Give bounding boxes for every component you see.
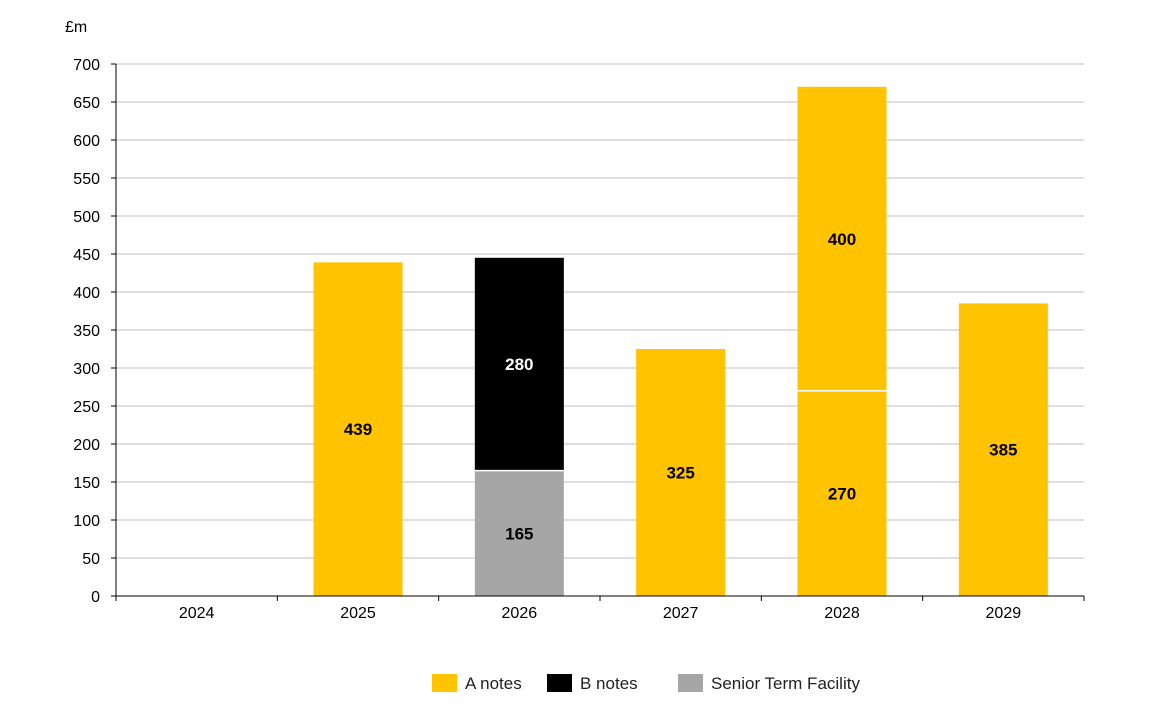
x-tick-label: 2029 (986, 605, 1022, 622)
data-label: 439 (344, 420, 372, 439)
data-label: 385 (989, 441, 1017, 460)
data-label: 400 (828, 230, 856, 249)
y-tick-label: 400 (73, 285, 100, 302)
data-label: 325 (666, 464, 694, 483)
y-axis-ticks: 0 50 100 150 200 250 300 350 400 450 500 550 600 650 7… (73, 57, 116, 606)
x-tick-label: 2028 (824, 605, 860, 622)
bar-segment (797, 390, 887, 596)
y-tick-label: 50 (82, 551, 100, 568)
y-tick-label: 650 (73, 95, 100, 112)
data-label: 165 (505, 524, 533, 543)
bar-segment (958, 303, 1048, 596)
y-tick-label: 500 (73, 209, 100, 226)
x-tick-label: 2027 (663, 605, 699, 622)
y-tick-label: 300 (73, 361, 100, 378)
bar-segment (313, 262, 403, 596)
legend-swatch (678, 674, 703, 692)
y-tick-label: 700 (73, 57, 100, 74)
y-tick-label: 450 (73, 247, 100, 264)
legend-label: B notes (580, 674, 638, 693)
x-tick-label: 2025 (340, 605, 376, 622)
y-tick-label: 350 (73, 323, 100, 340)
legend-swatch (547, 674, 572, 692)
y-axis-unit-label: £m (65, 19, 87, 36)
data-label: 280 (505, 355, 533, 374)
y-tick-label: 0 (91, 589, 100, 606)
y-tick-label: 100 (73, 513, 100, 530)
bar-segment (474, 257, 564, 471)
x-tick-label: 2024 (179, 605, 215, 622)
legend-swatch (432, 674, 457, 692)
bar-segment (797, 86, 887, 391)
y-tick-label: 150 (73, 475, 100, 492)
bar-segment (474, 470, 564, 596)
legend-label: Senior Term Facility (711, 674, 860, 693)
legend: A notes B notes Senior Term Facility (432, 674, 860, 693)
x-tick-label: 2026 (502, 605, 538, 622)
bar-segment (636, 349, 726, 596)
y-tick-label: 600 (73, 133, 100, 150)
y-tick-label: 550 (73, 171, 100, 188)
bars: 439 165 280 325 270 400 385 (313, 86, 1048, 596)
gridlines (116, 63, 1084, 559)
y-tick-label: 200 (73, 437, 100, 454)
y-tick-label: 250 (73, 399, 100, 416)
data-label: 270 (828, 484, 856, 503)
legend-label: A notes (465, 674, 522, 693)
x-axis-ticks: 2024 2025 2026 2027 2028 2029 (115, 596, 1085, 622)
